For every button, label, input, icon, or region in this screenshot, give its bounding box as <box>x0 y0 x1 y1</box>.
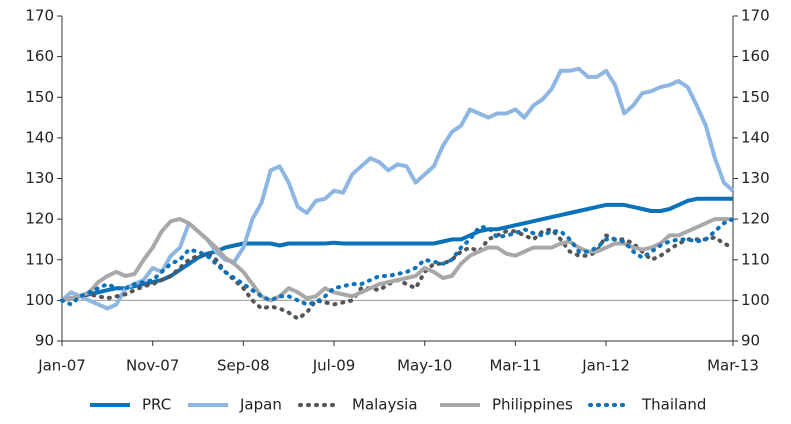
series-line <box>60 66 735 311</box>
legend-label: Malaysia <box>352 396 418 414</box>
x-tick-label: Mar-11 <box>489 357 541 375</box>
legend-label: Japan <box>239 396 282 414</box>
x-tick-label: Mar-13 <box>707 357 759 375</box>
x-tick-label: Jan-12 <box>581 357 630 375</box>
y-tick-label: 150 <box>25 88 54 106</box>
x-tick-label: Jan-07 <box>37 357 86 375</box>
legend-label: Philippines <box>492 396 573 414</box>
y2-tick-label: 120 <box>741 210 770 228</box>
y2-tick-label: 100 <box>741 291 770 309</box>
y-tick-label: 120 <box>25 210 54 228</box>
y-tick-label: 100 <box>25 291 54 309</box>
series-line <box>61 217 733 303</box>
y2-tick-label: 140 <box>741 128 770 146</box>
y-tick-label: 140 <box>25 128 54 146</box>
y2-tick-label: 160 <box>741 47 770 65</box>
y-tick-label: 170 <box>25 7 54 25</box>
y2-tick-label: 110 <box>741 250 770 268</box>
x-tick-label: May-10 <box>397 357 452 375</box>
y2-tick-label: 150 <box>741 88 770 106</box>
y-tick-label: 130 <box>25 169 54 187</box>
series-line <box>61 196 733 303</box>
y2-tick-label: 130 <box>741 169 770 187</box>
x-tick-label: Sep-08 <box>217 357 270 375</box>
legend-label: PRC <box>142 396 171 414</box>
y-tick-label: 160 <box>25 47 54 65</box>
y2-tick-label: 170 <box>741 7 770 25</box>
x-tick-label: Jul-09 <box>312 357 356 375</box>
y2-tick-label: 90 <box>741 332 760 350</box>
y-tick-label: 90 <box>35 332 54 350</box>
x-tick-label: Nov-07 <box>126 357 179 375</box>
series-line <box>60 217 735 307</box>
legend-label: Thailand <box>641 396 706 414</box>
y-tick-label: 110 <box>25 250 54 268</box>
